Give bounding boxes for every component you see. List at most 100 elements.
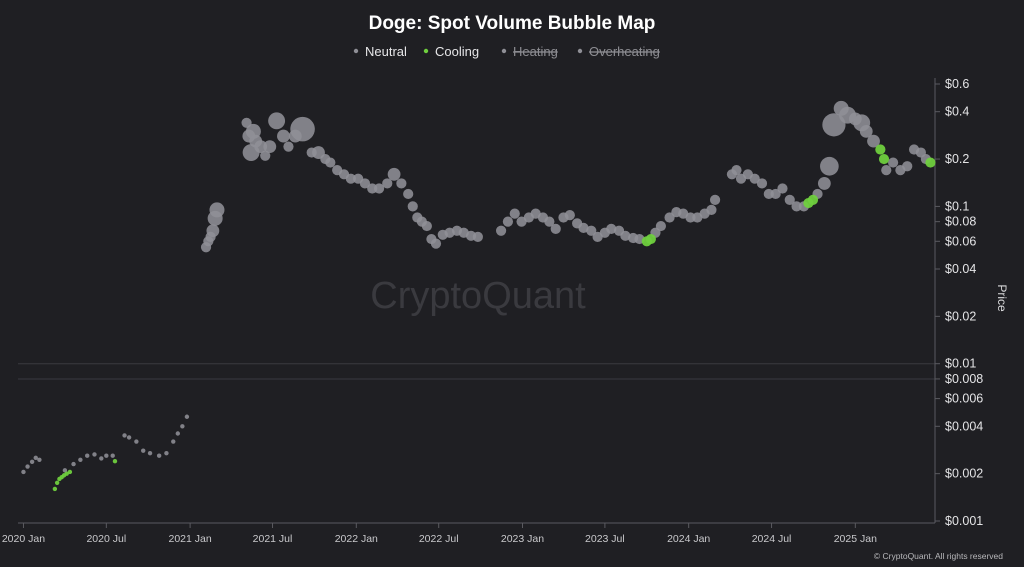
bubble-neutral-72 xyxy=(509,208,520,219)
bubble-neutral-49 xyxy=(345,173,356,184)
y-tick-label-1: $0.4 xyxy=(945,105,969,119)
bubble-neutral-99 xyxy=(706,204,717,216)
bubble-neutral-114 xyxy=(817,177,831,190)
y-tick-label-6: $0.04 xyxy=(945,262,976,276)
y-axis-ticks: $0.6 $0.4 $0.2 $0.1 $0.08 $0.06 $0.04 $0.02 $0.0… xyxy=(935,77,983,528)
bubble-neutral-6 xyxy=(71,461,76,467)
bubble-cooling-0 xyxy=(52,486,58,492)
bubble-cooling-13 xyxy=(878,153,890,165)
bubble-neutral-46 xyxy=(325,157,336,168)
bubble-neutral-93 xyxy=(664,212,675,223)
y-tick-label-13: $0.001 xyxy=(945,514,983,528)
x-tick-label-10: 2025 Jan xyxy=(834,533,877,545)
bubble-cooling-9 xyxy=(645,233,656,245)
bubble-neutral-78 xyxy=(550,223,561,234)
x-tick-label-7: 2023 Jul xyxy=(585,533,625,545)
x-tick-label-2: 2021 Jan xyxy=(168,533,211,545)
bubble-neutral-27 xyxy=(206,224,220,238)
bubble-neutral-12 xyxy=(110,453,115,458)
legend-item-cooling[interactable]: Cooling xyxy=(423,44,479,59)
legend-item-heating[interactable]: Heating xyxy=(501,44,558,59)
bubbles xyxy=(21,100,936,492)
bubble-neutral-37 xyxy=(263,140,277,153)
bubble-neutral-17 xyxy=(147,450,153,456)
legend-label-heating: Heating xyxy=(513,44,558,59)
bubble-neutral-14 xyxy=(126,435,132,440)
bubble-neutral-20 xyxy=(171,439,176,444)
gridlines xyxy=(18,363,935,380)
watermark: CryptoQuant xyxy=(370,275,586,317)
x-tick-label-1: 2020 Jul xyxy=(86,533,126,545)
bubble-neutral-15 xyxy=(134,439,139,444)
bubble-cooling-11 xyxy=(807,194,819,205)
bubble-neutral-56 xyxy=(396,178,407,189)
y-tick-label-9: $0.008 xyxy=(945,372,983,386)
bubble-neutral-38 xyxy=(268,112,286,130)
x-tick-label-0: 2020 Jan xyxy=(2,533,45,545)
bubble-cooling-6 xyxy=(67,469,73,475)
bubble-neutral-110 xyxy=(784,194,795,205)
y-tick-label-5: $0.06 xyxy=(945,234,976,248)
bubble-neutral-7 xyxy=(78,457,83,462)
chart-title: Doge: Spot Volume Bubble Map xyxy=(369,13,656,34)
bubble-neutral-80 xyxy=(564,210,575,221)
bubble-neutral-111 xyxy=(791,201,802,212)
bubble-neutral-86 xyxy=(606,223,617,234)
y-tick-label-12: $0.002 xyxy=(945,467,983,481)
bubble-neutral-42 xyxy=(290,116,315,142)
bubble-neutral-13 xyxy=(122,433,127,438)
bubble-neutral-83 xyxy=(586,225,597,236)
legend-label-overheating: Overheating xyxy=(589,44,660,59)
x-tick-label-5: 2022 Jul xyxy=(419,533,459,545)
legend-label-cooling: Cooling xyxy=(435,44,479,59)
x-tick-label-8: 2024 Jan xyxy=(667,533,710,545)
bubble-cooling-7 xyxy=(112,458,118,464)
bubble-neutral-40 xyxy=(283,141,294,152)
bubble-neutral-63 xyxy=(430,238,442,249)
y-tick-label-4: $0.08 xyxy=(945,215,976,229)
legend-label-neutral: Neutral xyxy=(365,44,407,59)
bubble-neutral-55 xyxy=(387,167,401,181)
bubble-cooling-1 xyxy=(54,480,60,485)
legend-item-neutral[interactable]: Neutral xyxy=(353,44,407,59)
bubble-neutral-71 xyxy=(502,216,514,227)
bubble-neutral-22 xyxy=(180,424,185,429)
y-tick-label-0: $0.6 xyxy=(945,77,969,91)
bubble-neutral-106 xyxy=(756,178,768,189)
bubble-neutral-54 xyxy=(382,178,393,189)
bubble-neutral-8 xyxy=(85,453,90,458)
bubble-neutral-9 xyxy=(92,452,97,457)
bubble-neutral-88 xyxy=(620,230,631,241)
y-tick-label-3: $0.1 xyxy=(945,199,969,213)
bubble-neutral-2 xyxy=(29,459,35,464)
bubble-neutral-19 xyxy=(164,450,169,456)
bubble-neutral-58 xyxy=(407,201,418,212)
bubble-neutral-35 xyxy=(254,140,268,153)
bubble-neutral-11 xyxy=(104,453,109,458)
bubble-neutral-61 xyxy=(421,220,432,232)
bubble-neutral-29 xyxy=(209,202,225,218)
bubble-neutral-21 xyxy=(175,431,181,436)
x-tick-label-6: 2023 Jan xyxy=(501,533,544,545)
legend-dot-cooling xyxy=(423,48,429,54)
bubble-neutral-82 xyxy=(578,222,589,233)
y-axis-label: Price xyxy=(995,284,1009,312)
legend-dot-heating xyxy=(501,48,507,54)
bubble-neutral-0 xyxy=(21,469,26,475)
y-tick-label-11: $0.004 xyxy=(945,419,983,433)
series-cooling xyxy=(52,144,936,492)
copyright-text: © CryptoQuant. All rights reserved xyxy=(874,551,1003,561)
x-axis-ticks: 2020 Jan 2020 Jul 2021 Jan 2021 Jul 2022 Jan… xyxy=(2,523,877,545)
bubble-neutral-115 xyxy=(820,156,839,176)
bubble-cooling-12 xyxy=(875,144,886,155)
bubble-neutral-77 xyxy=(544,216,555,227)
bubble-neutral-36 xyxy=(260,150,271,161)
legend-item-overheating[interactable]: Overheating xyxy=(577,44,660,59)
bubble-neutral-109 xyxy=(777,183,788,194)
bubble-neutral-102 xyxy=(731,165,742,176)
bubble-neutral-51 xyxy=(359,178,371,189)
bubble-neutral-124 xyxy=(888,157,899,168)
x-tick-label-9: 2024 Jul xyxy=(752,533,792,545)
bubble-neutral-105 xyxy=(749,173,760,184)
bubble-neutral-121 xyxy=(859,124,873,138)
